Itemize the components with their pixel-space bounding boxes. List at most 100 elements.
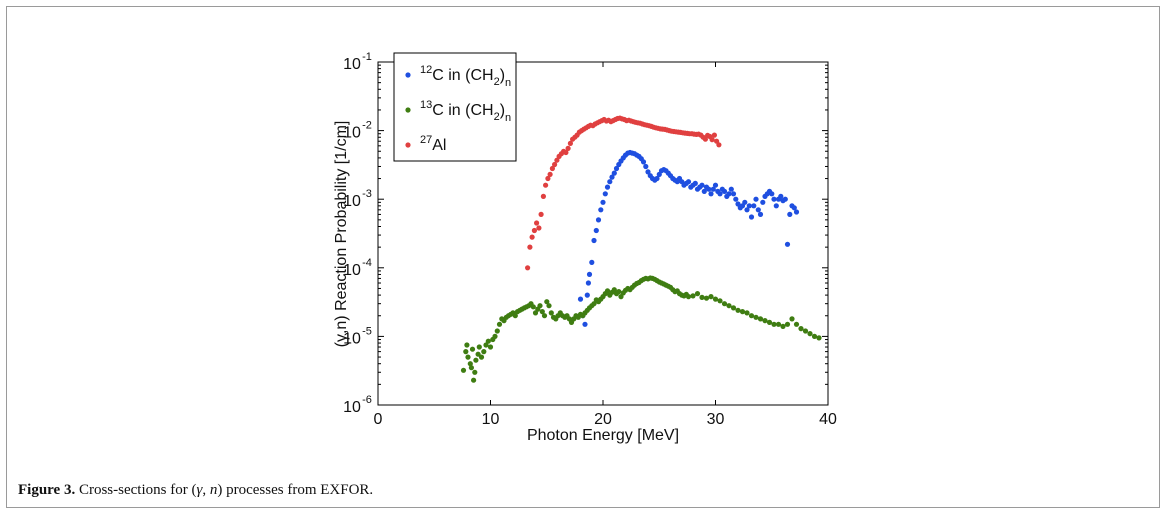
data-point	[784, 321, 791, 327]
data-point	[730, 305, 737, 311]
data-point	[471, 377, 477, 383]
data-point	[492, 333, 498, 339]
data-point	[600, 199, 606, 205]
legend-entry-label: 27Al	[420, 134, 446, 154]
data-point	[473, 357, 479, 363]
data-points	[460, 115, 822, 383]
data-point	[728, 186, 734, 192]
data-point	[525, 265, 531, 271]
data-point	[537, 303, 543, 309]
y-tick-label: 10	[343, 193, 361, 210]
data-point	[577, 296, 584, 302]
data-point	[717, 298, 723, 304]
data-point	[757, 316, 764, 322]
data-point	[563, 149, 569, 156]
data-point	[602, 191, 608, 197]
data-point	[548, 310, 554, 316]
data-point	[711, 132, 718, 138]
data-point	[530, 304, 536, 310]
data-point	[549, 165, 556, 172]
data-point	[552, 161, 558, 168]
data-point	[607, 179, 613, 185]
data-point	[721, 301, 728, 307]
data-point	[701, 188, 707, 194]
y-tick-exponent: -1	[362, 51, 372, 63]
data-point	[463, 349, 469, 355]
data-point	[726, 303, 732, 309]
data-point	[760, 199, 766, 205]
caption-text-before: Cross-sections for (	[78, 482, 197, 498]
data-point	[540, 193, 547, 199]
data-point	[730, 191, 737, 197]
data-point	[712, 296, 719, 302]
data-point	[699, 182, 705, 188]
data-point	[802, 328, 809, 334]
data-point	[565, 145, 571, 151]
data-point	[771, 321, 777, 327]
data-point	[487, 344, 494, 350]
data-point	[690, 293, 696, 299]
data-point	[554, 157, 560, 163]
legend-subscript-n: n	[505, 112, 511, 124]
data-point	[708, 191, 714, 197]
data-point	[775, 321, 782, 327]
data-point	[481, 349, 487, 355]
data-point	[721, 188, 728, 194]
data-point	[547, 171, 553, 177]
data-point	[710, 186, 716, 192]
legend-main-text: C in (CH	[432, 67, 493, 84]
data-point	[616, 289, 622, 295]
data-point	[816, 335, 822, 341]
data-point	[464, 342, 470, 348]
data-point	[780, 323, 786, 329]
data-point	[692, 180, 698, 186]
data-point	[460, 367, 467, 373]
x-tick-label: 10	[482, 411, 500, 428]
data-point	[483, 342, 489, 348]
data-point	[709, 137, 715, 143]
data-point	[591, 301, 597, 307]
data-point	[604, 288, 611, 294]
data-point	[712, 182, 719, 188]
data-point	[807, 331, 813, 337]
data-point	[536, 225, 542, 231]
y-tick-label: 10	[343, 56, 361, 73]
legend-main-text: Al	[432, 137, 446, 154]
data-point	[753, 314, 759, 320]
x-tick-label: 0	[374, 411, 383, 428]
y-tick-exponent: -4	[362, 257, 372, 269]
legend-close-paren: )	[500, 102, 505, 119]
data-point	[784, 241, 791, 247]
figure-caption: Figure 3. Cross-sections for (γ, n) proc…	[18, 482, 373, 499]
data-point	[567, 140, 574, 146]
data-point	[694, 291, 701, 297]
legend-marker	[405, 72, 411, 78]
data-point	[643, 163, 649, 170]
data-point	[469, 346, 476, 352]
data-point	[726, 191, 732, 197]
data-point	[585, 280, 592, 286]
data-point	[791, 205, 797, 211]
data-point	[685, 179, 692, 185]
y-tick-exponent: -5	[362, 325, 372, 337]
x-tick-label: 30	[707, 411, 725, 428]
data-point	[604, 184, 611, 190]
data-point	[753, 196, 759, 202]
y-tick-exponent: -3	[362, 188, 372, 200]
data-point	[782, 196, 788, 202]
legend-superscript: 13	[420, 99, 432, 111]
data-point	[762, 318, 768, 324]
data-point	[685, 294, 692, 300]
y-tick-exponent: -6	[362, 394, 372, 406]
data-point	[611, 287, 617, 293]
data-point	[476, 344, 482, 350]
data-point	[475, 351, 481, 357]
data-point	[793, 321, 800, 327]
data-point	[598, 207, 604, 213]
data-point	[755, 207, 761, 213]
caption-comma: ,	[202, 482, 210, 498]
data-point	[538, 211, 544, 217]
data-point	[586, 271, 593, 277]
data-point	[811, 333, 818, 339]
